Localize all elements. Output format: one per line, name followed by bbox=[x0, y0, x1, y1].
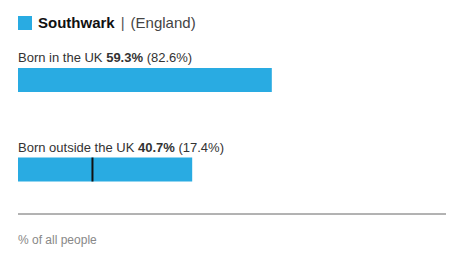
svg-text:Born in the UK 59.3% (82.6%): Born in the UK 59.3% (82.6%) bbox=[18, 50, 192, 65]
html-text:Southwark | (England): Southwark | (England) bbox=[38, 14, 196, 31]
svg-text:Born outside the UK 40.7% (17.: Born outside the UK 40.7% (17.4%) bbox=[18, 140, 224, 155]
svg-text:% of all people: % of all people bbox=[18, 233, 97, 247]
